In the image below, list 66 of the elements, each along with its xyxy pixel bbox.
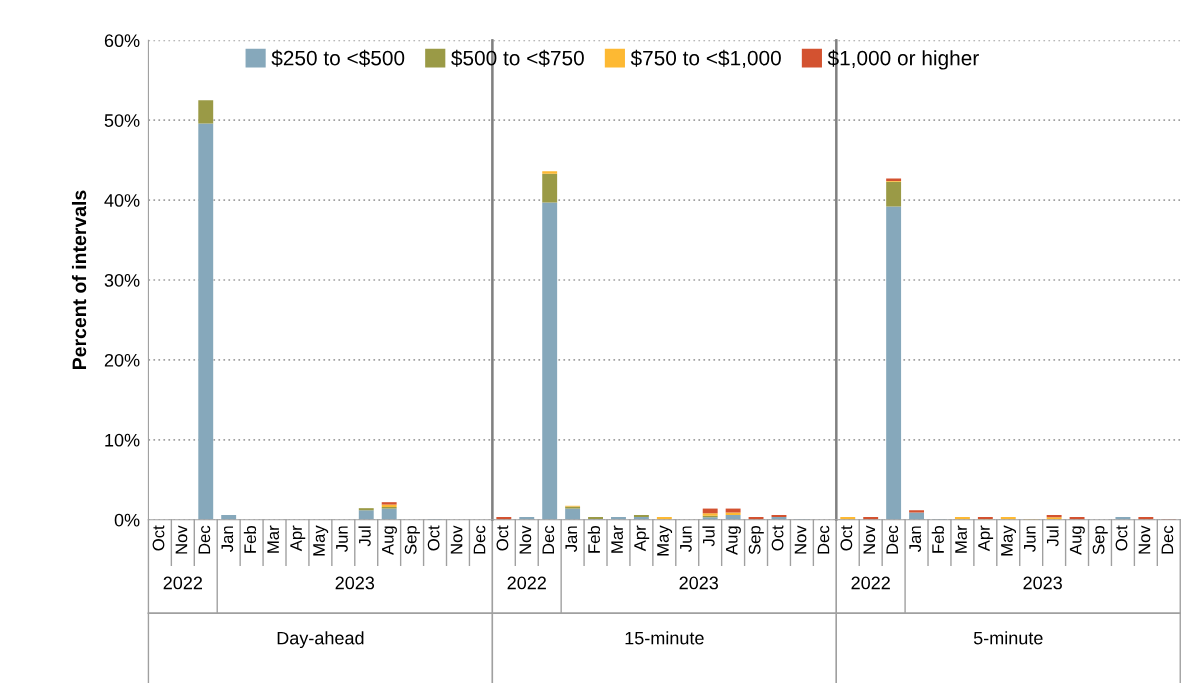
x-tick-label: May — [1001, 525, 1017, 556]
x-tick-label: Jul — [358, 526, 371, 547]
x-tick-label: Sep — [748, 526, 764, 555]
x-tick-label: Jul — [1046, 526, 1059, 547]
x-tick-label: Jan — [909, 526, 922, 552]
x-tick-label: Feb — [931, 526, 944, 553]
x-tick-label: Nov — [450, 525, 463, 554]
x-tick-label: Mar — [267, 525, 280, 553]
x-tick-label: May — [657, 525, 673, 556]
y-tick-label: 10% — [105, 433, 140, 447]
x-tick-label: Apr — [290, 525, 306, 552]
x-tick-label: Nov — [519, 525, 532, 554]
x-tick-label: Nov — [1138, 525, 1151, 554]
x-tick-label: Oct — [840, 525, 853, 551]
x-tick-label: Nov — [794, 525, 807, 554]
x-tick-label: Dec — [817, 525, 830, 554]
x-tick-label: Apr — [634, 525, 650, 552]
x-tick-label: Sep — [1092, 526, 1108, 555]
text: 2023 — [679, 576, 719, 590]
y-tick-label: 60% — [104, 34, 140, 48]
y-tick-label: 20% — [104, 353, 140, 367]
x-tick-label: Dec — [473, 525, 486, 554]
x-tick-label: Mar — [611, 525, 623, 553]
text: Day-ahead — [277, 631, 364, 649]
text: 2022 — [163, 576, 202, 590]
x-tick-label: Jan — [565, 526, 578, 552]
x-tick-label: Oct — [152, 525, 165, 551]
y-tick-label: 40% — [104, 194, 140, 207]
legend-label: $750 to <$1,000 — [630, 49, 781, 68]
legend-label: $1,000 or higher — [827, 49, 979, 70]
x-tick-label: Feb — [243, 526, 257, 553]
x-tick-label: Dec — [886, 525, 899, 554]
x-tick-label: Oct — [496, 525, 509, 551]
text: 15-minute — [625, 631, 704, 645]
text: 5-minute — [973, 631, 1043, 645]
x-tick-label: Jun — [1024, 526, 1036, 552]
x-tick-label: Dec — [542, 525, 555, 554]
x-tick-label: Aug — [382, 526, 397, 555]
x-tick-label: Dec — [1161, 525, 1174, 554]
x-tick-label: Sep — [404, 526, 420, 555]
x-tick-label: Oct — [1115, 525, 1128, 551]
x-tick-label: Oct — [771, 525, 784, 551]
x-tick-label: Aug — [725, 526, 741, 555]
x-tick-label: Nov — [863, 525, 876, 554]
x-tick-label: Jun — [680, 526, 692, 552]
y-tick-label: 0% — [114, 513, 140, 527]
text: 2023 — [335, 576, 375, 590]
x-tick-label: Jul — [702, 526, 715, 547]
x-tick-label: Mar — [955, 525, 967, 553]
y-tick-label: 30% — [104, 273, 140, 287]
text: 2023 — [1023, 576, 1062, 590]
x-tick-label: Aug — [1069, 526, 1085, 555]
y-axis-title: Percent of intervals — [71, 190, 87, 369]
legend-label: $500 to <$750 — [451, 49, 584, 67]
x-tick-label: Dec — [198, 525, 211, 554]
text: 2022 — [851, 576, 890, 590]
x-tick-label: May — [313, 525, 329, 556]
x-tick-label: Feb — [587, 526, 601, 553]
x-tick-label: Jun — [336, 526, 348, 552]
x-tick-label: Oct — [427, 525, 440, 551]
text: 2022 — [507, 576, 546, 590]
legend-label: $250 to <$500 — [271, 49, 405, 67]
x-tick-label: Apr — [978, 525, 994, 552]
y-tick-label: 50% — [104, 114, 140, 127]
x-tick-label: Nov — [175, 525, 188, 554]
x-tick-label: Jan — [221, 526, 234, 552]
